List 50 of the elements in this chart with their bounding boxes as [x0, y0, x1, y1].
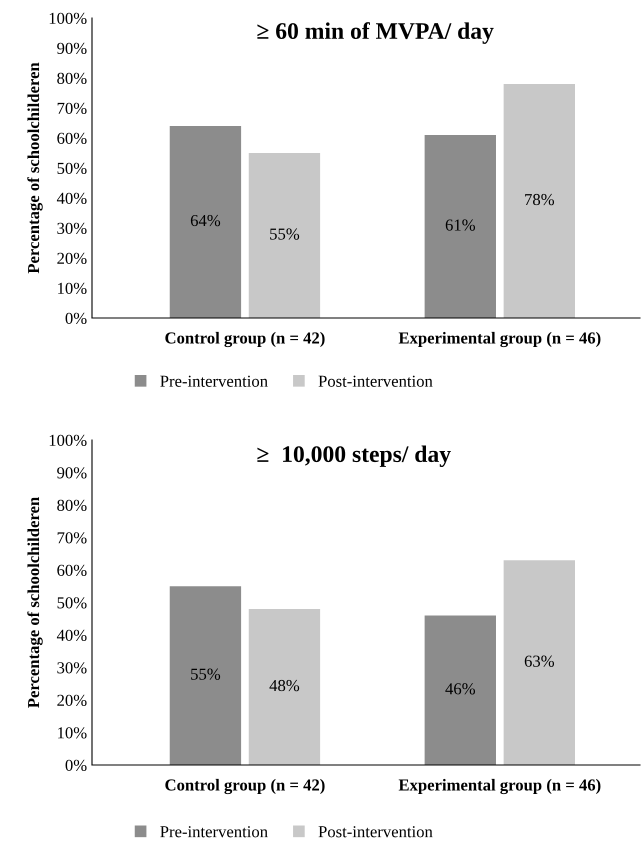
bar — [504, 560, 576, 765]
y-tick-label: 20% — [57, 694, 87, 706]
data-label: 55% — [270, 228, 300, 240]
legend-label: Pre-intervention — [160, 376, 268, 387]
y-axis-title: Percentage of schoolchilderen — [27, 62, 43, 274]
bar — [424, 135, 496, 318]
data-label: 55% — [191, 668, 220, 680]
y-tick-label: 10% — [58, 282, 87, 294]
bar — [170, 586, 242, 765]
bar — [424, 616, 496, 765]
bar — [170, 126, 242, 318]
x-tick-label: Experimental group (n = 46) — [398, 332, 600, 348]
x-tick-label: Control group (n = 42) — [165, 778, 325, 794]
y-tick-label: 40% — [56, 192, 87, 204]
bar — [248, 153, 320, 318]
y-tick-label: 100% — [50, 12, 87, 24]
legend-label: Pre-intervention — [160, 826, 268, 838]
y-tick-label: 20% — [57, 252, 87, 264]
data-label: 63% — [524, 656, 554, 667]
y-tick-label: 70% — [58, 532, 87, 544]
chart-title: ≥ 10,000 steps/ day — [257, 446, 451, 467]
y-tick-label: 100% — [50, 434, 87, 446]
y-tick-label: 50% — [58, 162, 87, 174]
bar — [248, 609, 320, 765]
y-tick-label: 0% — [66, 760, 87, 771]
y-tick-label: 90% — [57, 467, 87, 478]
y-tick-label: 70% — [58, 102, 87, 114]
data-label: 48% — [269, 680, 300, 692]
y-tick-label: 0% — [66, 312, 87, 324]
y-tick-label: 50% — [58, 597, 87, 608]
x-tick-label: Control group (n = 42) — [165, 332, 325, 348]
data-label: 78% — [525, 194, 554, 206]
data-label: 64% — [190, 214, 220, 226]
chart-title: ≥ 60 min of MVPA/ day — [257, 22, 494, 44]
y-tick-label: 30% — [57, 662, 87, 674]
y-tick-label: 90% — [57, 42, 87, 54]
y-tick-label: 60% — [57, 564, 87, 576]
bar — [504, 84, 576, 318]
y-tick-label: 40% — [56, 630, 87, 641]
y-axis-title: Percentage of schoolchilderen — [27, 497, 43, 708]
legend-label: Post-intervention — [318, 376, 433, 387]
y-tick-label: 60% — [57, 132, 87, 144]
y-tick-label: 80% — [57, 500, 87, 511]
x-tick-label: Experimental group (n = 46) — [398, 778, 600, 794]
y-tick-label: 80% — [57, 72, 87, 84]
data-label: 61% — [446, 219, 476, 231]
data-label: 46% — [445, 683, 476, 694]
legend-label: Post-intervention — [318, 826, 433, 838]
y-tick-label: 30% — [57, 222, 87, 234]
y-tick-label: 10% — [58, 727, 87, 738]
